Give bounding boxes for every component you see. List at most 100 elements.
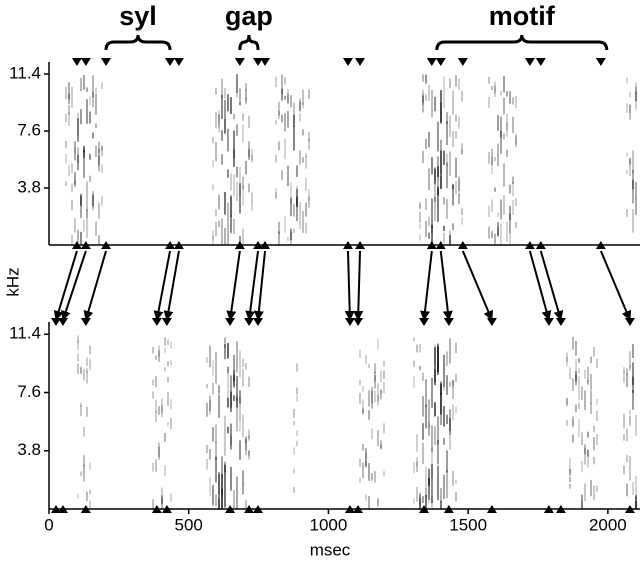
texture (206, 444, 208, 454)
texture (440, 500, 442, 509)
texture (77, 112, 79, 136)
texture (293, 408, 295, 418)
texture (452, 90, 454, 115)
texture (569, 476, 571, 483)
texture (293, 468, 295, 474)
alignment-arrow (344, 250, 355, 321)
texture (278, 101, 280, 116)
texture (512, 116, 514, 134)
texture (632, 179, 634, 189)
texture (293, 114, 295, 127)
texture (569, 458, 571, 474)
texture (242, 368, 244, 387)
texture (446, 470, 448, 499)
texture (443, 438, 445, 445)
texture (92, 75, 94, 98)
texture (305, 177, 307, 192)
texture (506, 221, 508, 243)
texture (635, 86, 637, 94)
texture (635, 500, 637, 509)
texture (443, 355, 445, 391)
texture (221, 473, 223, 483)
texture (362, 408, 364, 415)
texture (242, 228, 244, 245)
texture (212, 485, 214, 505)
texture (242, 358, 244, 368)
texture (455, 180, 457, 195)
texture (218, 110, 220, 124)
texture (374, 363, 376, 374)
texture (437, 186, 439, 196)
texture (248, 148, 250, 160)
texture (503, 133, 505, 140)
texture (368, 410, 370, 420)
texture (578, 419, 580, 437)
texture (83, 148, 85, 178)
alignment-arrow (420, 250, 433, 321)
texture (416, 461, 418, 473)
texture (383, 360, 385, 367)
texture (371, 390, 373, 398)
texture (227, 397, 229, 408)
alignment-arrow (83, 250, 107, 321)
texture (575, 375, 577, 386)
texture (587, 449, 589, 468)
marker-top (524, 58, 535, 66)
marker-bottom (101, 241, 112, 249)
marker-bottom (80, 505, 91, 513)
texture (440, 139, 442, 174)
texture (632, 188, 634, 204)
texture (215, 87, 217, 95)
texture (575, 340, 577, 356)
texture (278, 221, 280, 235)
texture (281, 170, 283, 180)
texture (242, 484, 244, 495)
texture (86, 406, 88, 417)
texture (224, 337, 226, 348)
texture (227, 230, 229, 245)
texture (206, 402, 208, 417)
marker-top (342, 58, 353, 66)
texture (101, 164, 103, 173)
texture (584, 390, 586, 410)
texture (80, 402, 82, 407)
bracket (238, 34, 260, 51)
texture (380, 440, 382, 449)
texture (293, 102, 295, 124)
marker-bottom (253, 241, 264, 249)
texture (230, 435, 232, 446)
texture (89, 96, 91, 105)
marker-bottom (234, 241, 245, 249)
texture (413, 360, 415, 367)
texture (593, 425, 595, 433)
texture (461, 217, 463, 225)
texture (77, 154, 79, 171)
texture (167, 339, 169, 345)
texture (500, 131, 502, 154)
texture (86, 209, 88, 219)
texture (305, 152, 307, 158)
texture (629, 159, 631, 177)
texture (209, 449, 211, 460)
texture (593, 456, 595, 465)
texture (377, 339, 379, 350)
texture (239, 423, 241, 432)
texture (158, 406, 160, 415)
alignment-arrow (253, 250, 266, 321)
texture (230, 466, 232, 491)
texture (431, 495, 433, 508)
texture (416, 486, 418, 502)
marker-top (435, 58, 446, 66)
texture (68, 104, 70, 115)
texture (80, 77, 82, 92)
texture (455, 157, 457, 178)
texture (206, 383, 208, 389)
texture (212, 235, 214, 245)
texture (209, 399, 211, 415)
texture (206, 356, 208, 364)
texture (167, 360, 169, 367)
texture (221, 130, 223, 141)
texture (167, 376, 169, 383)
marker-bottom (50, 505, 61, 513)
marker-bottom (535, 241, 546, 249)
